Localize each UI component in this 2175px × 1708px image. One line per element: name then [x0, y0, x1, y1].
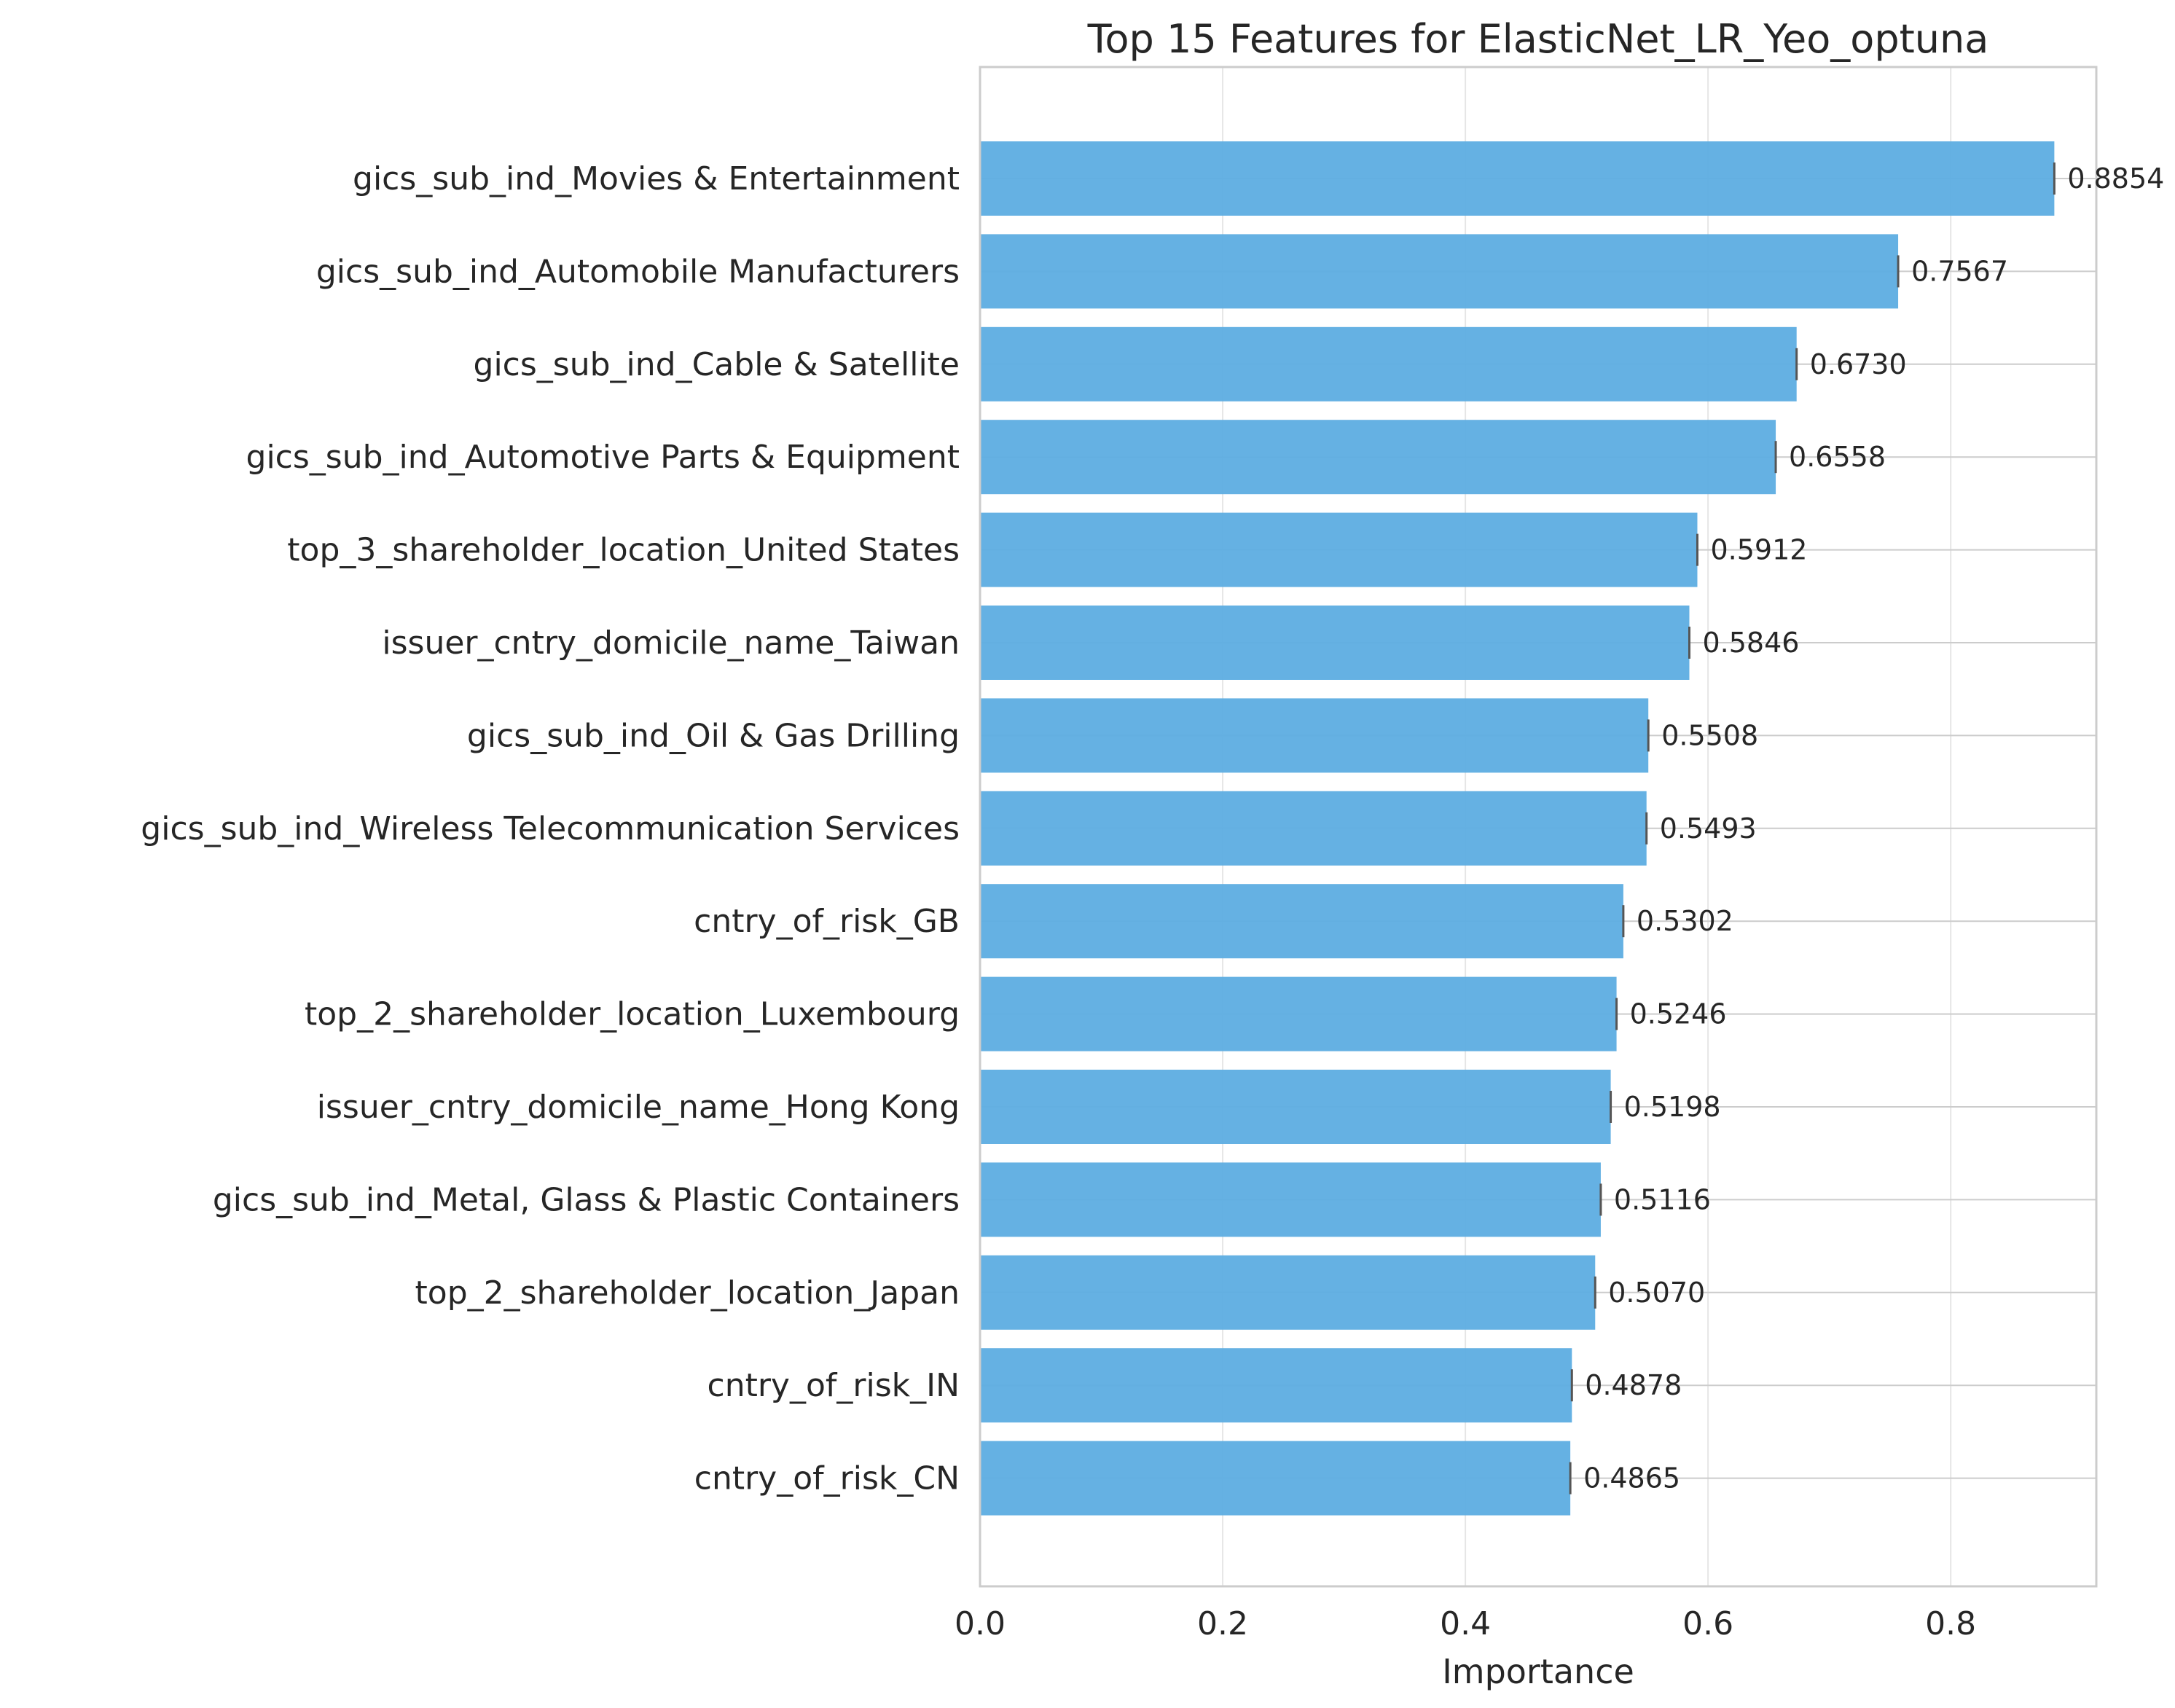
plot-frame — [979, 66, 2098, 1588]
bar — [980, 976, 1617, 1051]
value-label: 0.6558 — [1789, 441, 1886, 473]
y-tick-label: gics_sub_ind_Oil & Gas Drilling — [467, 717, 960, 754]
chart-title: Top 15 Features for ElasticNet_LR_Yeo_op… — [1087, 16, 1989, 62]
bar — [980, 234, 1899, 309]
x-tick-label: 0.4 — [1440, 1605, 1491, 1642]
y-tick-label: gics_sub_ind_Wireless Telecommunication … — [141, 810, 960, 847]
value-label: 0.5302 — [1637, 905, 1733, 937]
x-tick-label: 0.8 — [1925, 1605, 1976, 1642]
value-label: 0.7567 — [1911, 255, 2008, 287]
y-tick-label: issuer_cntry_domicile_name_Taiwan — [382, 624, 960, 662]
value-label: 0.5508 — [1661, 719, 1758, 751]
value-label: 0.6730 — [1810, 348, 1907, 380]
x-tick-label: 0.6 — [1682, 1605, 1733, 1642]
bar — [980, 1162, 1601, 1237]
bar — [980, 606, 1690, 680]
y-tick-label: gics_sub_ind_Movies & Entertainment — [353, 160, 960, 197]
x-tick-label: 0.0 — [955, 1605, 1006, 1642]
bar — [980, 420, 1776, 495]
y-tick-label: issuer_cntry_domicile_name_Hong Kong — [317, 1089, 960, 1126]
value-label: 0.5070 — [1608, 1277, 1705, 1309]
value-label: 0.5493 — [1660, 812, 1757, 845]
value-label: 0.5116 — [1614, 1183, 1711, 1215]
y-tick-label: gics_sub_ind_Metal, Glass & Plastic Cont… — [213, 1181, 960, 1218]
labels: 0.0 0.2 0.4 0.6 0.8 0.8854 gics_sub_ind_Movies… — [141, 160, 2164, 1642]
y-tick-label: gics_sub_ind_Automotive Parts & Equipmen… — [246, 439, 960, 476]
y-tick-label: top_2_shareholder_location_Luxembourg — [305, 996, 960, 1033]
value-label: 0.4865 — [1583, 1462, 1680, 1494]
bar — [980, 884, 1623, 959]
bar — [980, 512, 1698, 587]
y-tick-label: top_3_shareholder_location_United States — [287, 532, 960, 569]
y-tick-label: gics_sub_ind_Automobile Manufacturers — [316, 253, 960, 290]
y-tick-label: cntry_of_risk_CN — [694, 1460, 960, 1497]
x-tick-label: 0.2 — [1197, 1605, 1248, 1642]
value-label: 0.5246 — [1630, 998, 1727, 1030]
bar — [980, 1348, 1572, 1423]
bar — [980, 1070, 1611, 1144]
bar — [980, 698, 1649, 773]
y-tick-label: top_2_shareholder_location_Japan — [415, 1274, 960, 1312]
value-label: 0.4878 — [1585, 1369, 1682, 1401]
value-label: 0.5912 — [1710, 534, 1807, 566]
bar — [980, 141, 2055, 216]
x-axis-label: Importance — [1442, 1652, 1634, 1691]
bar — [980, 1441, 1571, 1516]
bar — [980, 1255, 1596, 1330]
y-tick-label: cntry_of_risk_GB — [694, 903, 960, 940]
bar — [980, 791, 1647, 866]
y-tick-label: cntry_of_risk_IN — [708, 1367, 960, 1404]
value-label: 0.8854 — [2067, 162, 2164, 195]
value-label: 0.5846 — [1702, 627, 1799, 659]
bar — [980, 326, 1797, 401]
y-tick-label: gics_sub_ind_Cable & Satellite — [474, 346, 960, 383]
plot-border — [979, 66, 2098, 1588]
value-label: 0.5198 — [1624, 1091, 1721, 1123]
bars — [980, 141, 2056, 1516]
